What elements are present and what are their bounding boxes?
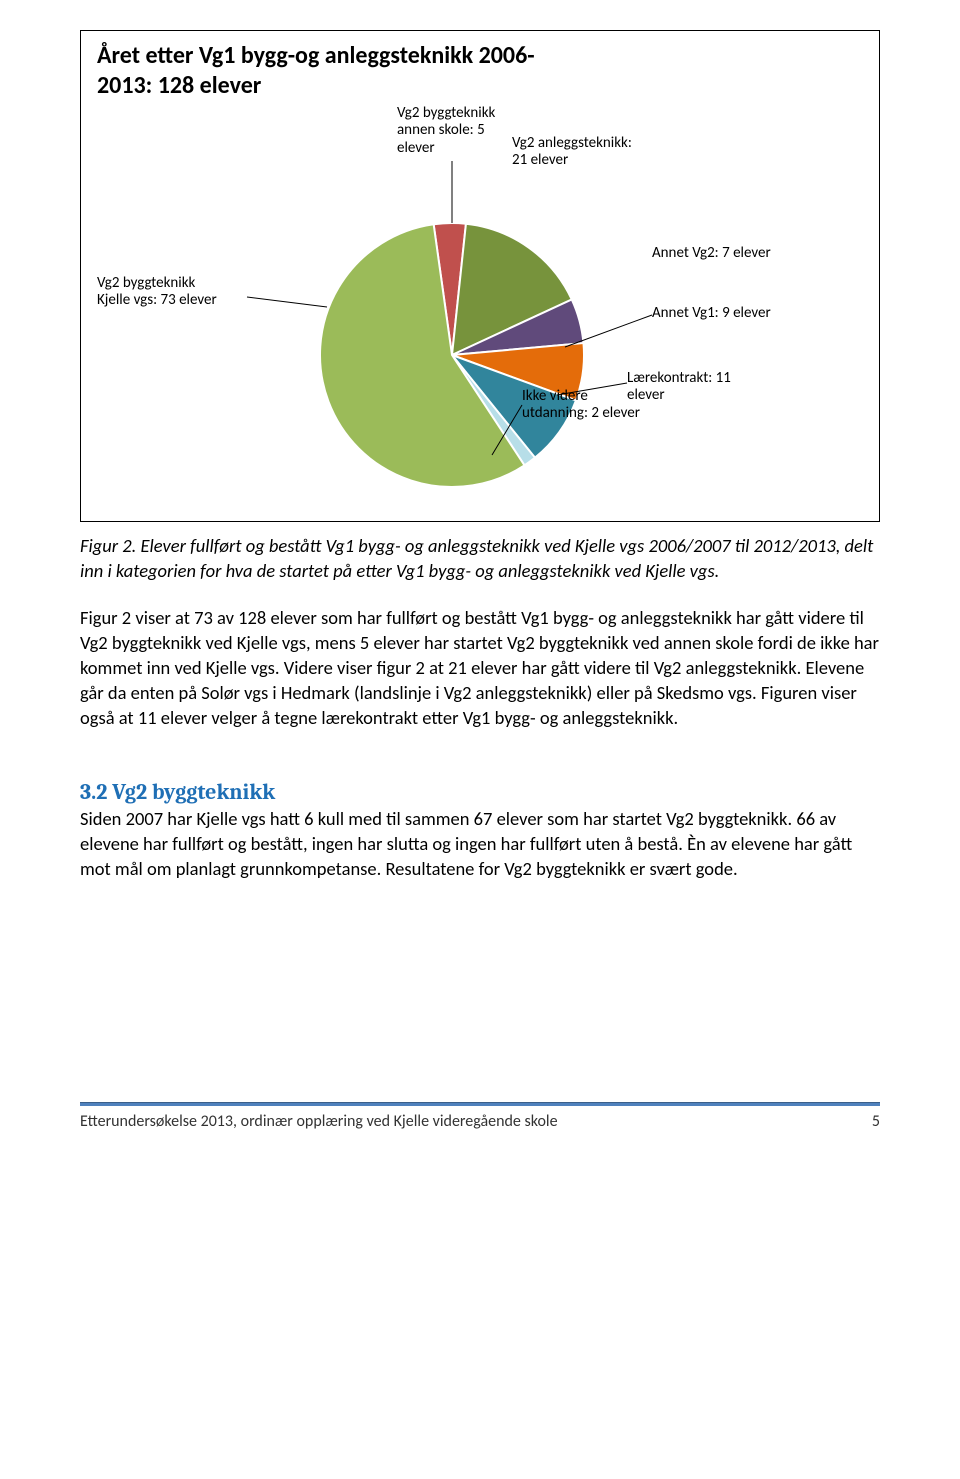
slice-label-avg2: Annet Vg2: 7 elever (652, 245, 771, 262)
slice-label-laere: Lærekontrakt: 11elever (627, 370, 731, 405)
section-body: Siden 2007 har Kjelle vgs hatt 6 kull me… (80, 807, 880, 882)
slice-label-avg1: Annet Vg1: 9 elever (652, 305, 771, 322)
body-paragraph-1: Figur 2 viser at 73 av 128 elever som ha… (80, 606, 880, 731)
chart-container: Året etter Vg1 bygg-og anleggsteknikk 20… (80, 30, 880, 522)
footer-text: Etterundersøkelse 2013, ordinær opplærin… (80, 1112, 558, 1131)
footer-rule (80, 1102, 880, 1106)
pie-chart-area: Vg2 byggteknikkKjelle vgs: 73 elever Vg2 … (97, 105, 863, 505)
chart-title-line1: Året etter Vg1 bygg-og anleggsteknikk 20… (97, 41, 535, 70)
figure-caption: Figur 2. Elever fullført og bestått Vg1 … (80, 534, 880, 584)
page-number: 5 (872, 1112, 880, 1131)
slice-label-kjelle: Vg2 byggteknikkKjelle vgs: 73 elever (97, 275, 217, 310)
chart-title: Året etter Vg1 bygg-og anleggsteknikk 20… (97, 41, 863, 101)
slice-label-annen: Vg2 byggteknikkannen skole: 5elever (397, 105, 495, 157)
slice-label-anlegg: Vg2 anleggsteknikk:21 elever (512, 135, 632, 170)
page-footer: Etterundersøkelse 2013, ordinær opplærin… (80, 1102, 880, 1131)
chart-title-line2: 2013: 128 elever (97, 71, 261, 100)
slice-label-ikke: Ikke videreutdanning: 2 elever (522, 388, 640, 423)
leader-kjelle (247, 297, 327, 307)
section-heading: 3.2 Vg2 byggteknikk (80, 779, 880, 805)
